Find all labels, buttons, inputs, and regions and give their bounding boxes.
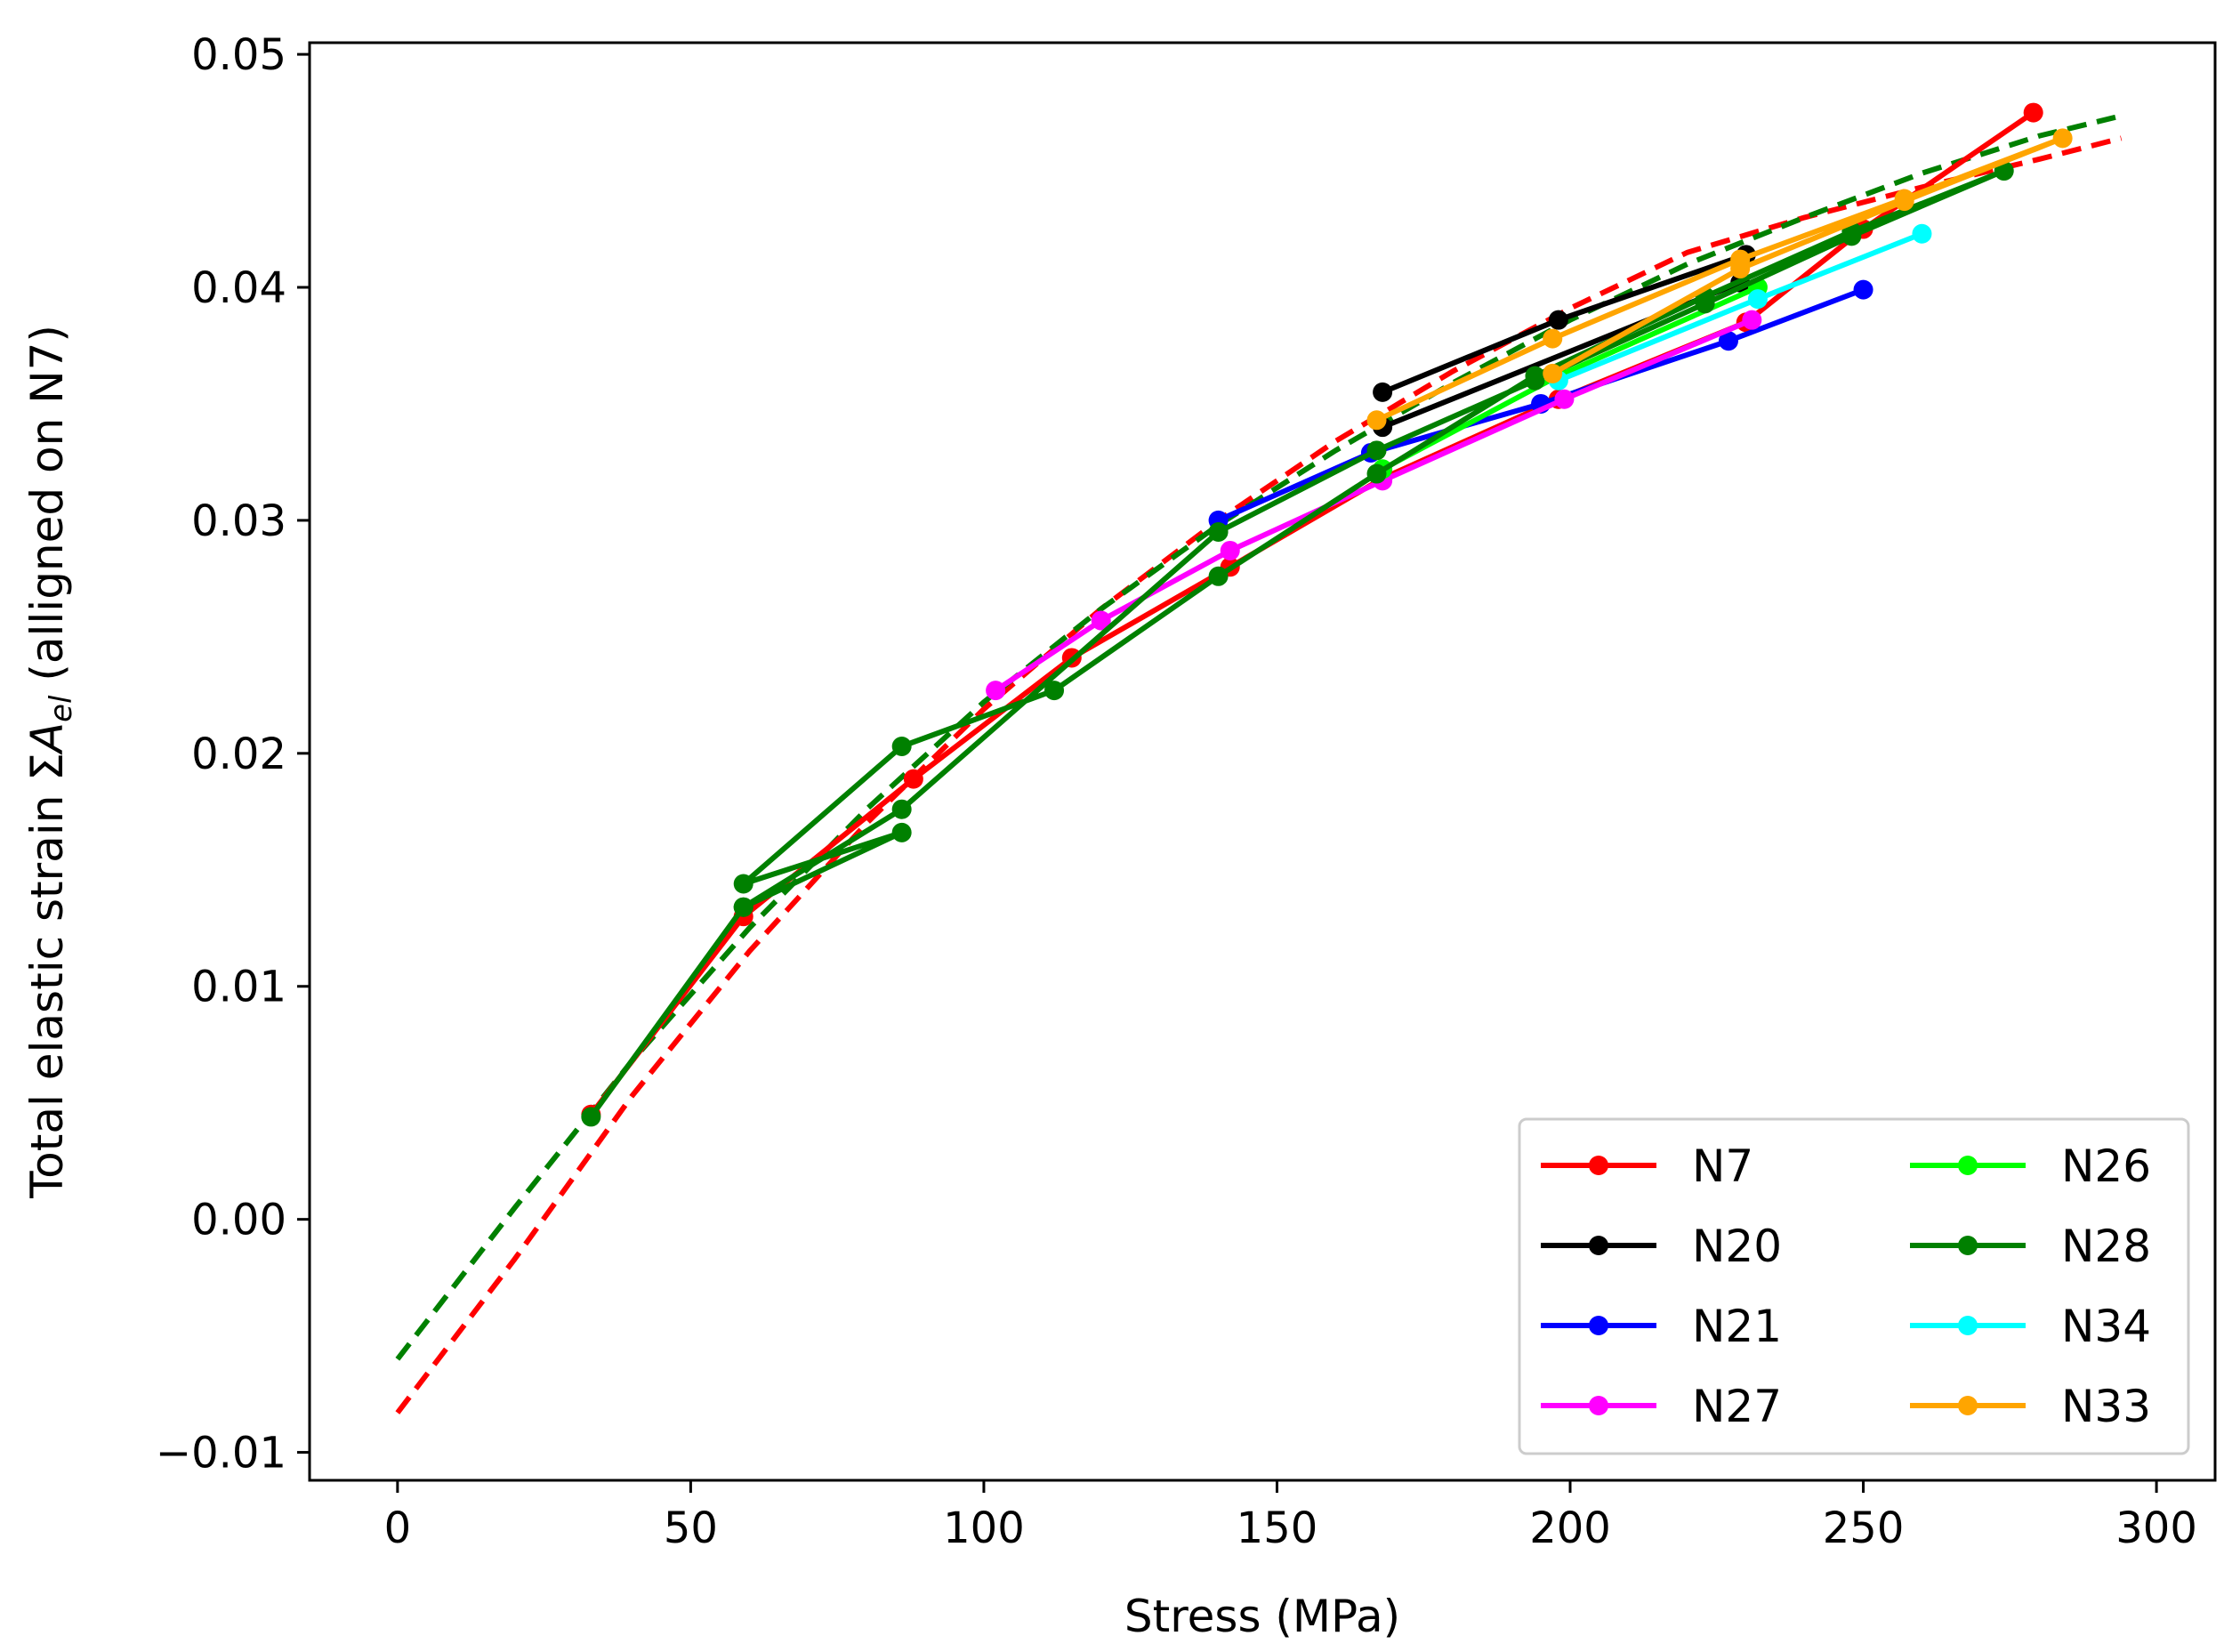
legend-entry-n34: N34 (1910, 1301, 2151, 1352)
data-point-n27 (986, 681, 1006, 701)
legend-label: N34 (2061, 1301, 2151, 1352)
plot-area-frame (308, 41, 2217, 1482)
data-point-n28 (733, 874, 753, 894)
y-tick-label: 0.03 (191, 496, 286, 546)
data-point-n20 (1373, 382, 1393, 402)
y-tick-label: 0.02 (191, 729, 286, 779)
y-axis: −0.01 0.00 0.01 0.02 0.03 0.04 0.05 (156, 30, 310, 1479)
data-point-n27 (1220, 540, 1240, 560)
legend-label: N28 (2061, 1221, 2151, 1272)
x-tick-label: 50 (664, 1503, 718, 1553)
x-tick-label: 100 (943, 1503, 1025, 1553)
series-line-n33 (1374, 135, 2066, 423)
legend-label: N27 (1692, 1381, 1782, 1432)
legend-entries: N7 N20 N21 N27 N26 N28 N34 N33 (1541, 1140, 2151, 1432)
data-point-n7 (903, 769, 923, 789)
x-tick-label: 0 (384, 1503, 412, 1553)
legend-swatch-marker (1589, 1316, 1608, 1335)
data-point-n27 (1554, 389, 1575, 409)
legend-swatch-marker (1589, 1236, 1608, 1255)
legend-label: N20 (1692, 1221, 1782, 1272)
legend-swatch-marker (1958, 1156, 1978, 1175)
data-point-n28 (1208, 566, 1229, 586)
y-tick-label: 0.04 (191, 263, 286, 313)
legend-swatch-marker (1958, 1236, 1978, 1255)
y-tick-label: 0.00 (191, 1196, 286, 1245)
x-tick-label: 300 (2115, 1503, 2197, 1553)
x-tick-label: 200 (1529, 1503, 1611, 1553)
y-axis-label-prefix: Total elastic strain Σ (21, 753, 73, 1199)
x-tick-label: 150 (1237, 1503, 1318, 1553)
data-point-n28 (1208, 522, 1229, 543)
data-point-n33 (1894, 191, 1914, 212)
x-axis: 0 50 100 150 200 250 300 (384, 1480, 2197, 1553)
legend-label: N21 (1692, 1301, 1782, 1352)
data-point-n27 (1742, 310, 1762, 330)
y-axis-label: Total elastic strain ΣAel (alligned on N… (21, 325, 79, 1199)
fit-red-line (395, 135, 2123, 1414)
series-line-n27 (993, 317, 1755, 694)
data-point-n33 (1543, 363, 1563, 383)
y-axis-label-suffix: (alligned on N7) (21, 325, 73, 695)
y-axis-label-symbol: A (21, 722, 73, 755)
data-point-n34 (1912, 223, 1932, 244)
legend-entry-n27: N27 (1541, 1381, 1782, 1432)
legend-entry-n26: N26 (1910, 1140, 2151, 1192)
data-point-n28 (733, 897, 753, 917)
legend-swatch-marker (1589, 1396, 1608, 1415)
data-point-n28 (1366, 463, 1387, 484)
data-point-n33 (1730, 259, 1751, 279)
legend-label: N26 (2061, 1140, 2151, 1192)
data-point-n28 (1366, 440, 1387, 461)
legend-swatch-marker (1958, 1396, 1978, 1415)
data-point-n21 (1853, 279, 1873, 300)
fit-green-line (395, 114, 2116, 1361)
y-tick-label: 0.01 (191, 963, 286, 1012)
data-point-n20 (1548, 310, 1568, 330)
data-point-n28 (581, 1107, 601, 1127)
data-point-n28 (891, 799, 912, 819)
data-point-n28 (1695, 294, 1715, 314)
legend-label: N7 (1692, 1140, 1753, 1192)
data-point-n21 (1718, 331, 1738, 351)
legend-entry-n20: N20 (1541, 1221, 1782, 1272)
data-point-n33 (1366, 410, 1387, 431)
data-point-n28 (1841, 226, 1862, 246)
legend-entry-n21: N21 (1541, 1301, 1782, 1352)
legend-entry-n28: N28 (1910, 1221, 2151, 1272)
data-point-n7 (2023, 102, 2043, 123)
series-n21 (1208, 279, 1873, 530)
data-series (581, 102, 2073, 1127)
legend-entry-n33: N33 (1910, 1381, 2151, 1432)
x-tick-label: 250 (1823, 1503, 1905, 1553)
legend-entry-n7: N7 (1541, 1140, 1753, 1192)
data-point-n33 (2052, 128, 2073, 149)
legend: N7 N20 N21 N27 N26 N28 N34 N33 (1518, 1117, 2190, 1455)
data-point-n28 (891, 822, 912, 842)
y-tick-label: 0.05 (191, 30, 286, 80)
x-axis-label: Stress (MPa) (1124, 1591, 1400, 1642)
data-point-n34 (1747, 289, 1768, 310)
data-point-n27 (1091, 610, 1111, 631)
data-point-n28 (1525, 370, 1545, 391)
y-tick-label: −0.01 (156, 1429, 286, 1479)
fit-curves (395, 114, 2123, 1414)
legend-box (1518, 1117, 2190, 1455)
series-n33 (1366, 128, 2073, 431)
legend-label: N33 (2061, 1381, 2151, 1432)
series-line-n7 (588, 109, 2036, 1117)
data-point-n28 (1044, 681, 1065, 701)
data-point-n33 (1543, 328, 1563, 349)
data-point-n28 (891, 736, 912, 756)
y-axis-label-subscript: el (44, 695, 79, 722)
legend-swatch-marker (1958, 1316, 1978, 1335)
legend-swatch-marker (1589, 1156, 1608, 1175)
